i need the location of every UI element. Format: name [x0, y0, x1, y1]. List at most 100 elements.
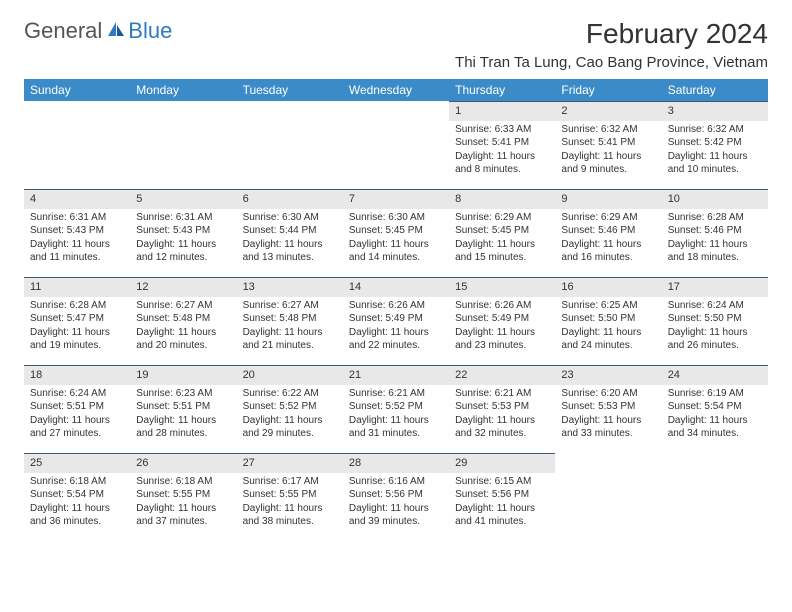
calendar-cell: 12Sunrise: 6:27 AMSunset: 5:48 PMDayligh…	[130, 277, 236, 365]
sunrise-text: Sunrise: 6:31 AM	[30, 211, 124, 225]
sunrise-text: Sunrise: 6:18 AM	[136, 475, 230, 489]
calendar-cell: 25Sunrise: 6:18 AMSunset: 5:54 PMDayligh…	[24, 453, 130, 541]
day-number: 22	[449, 365, 555, 385]
weekday-header: Wednesday	[343, 79, 449, 101]
day-content: Sunrise: 6:20 AMSunset: 5:53 PMDaylight:…	[555, 385, 661, 445]
daylight-text: Daylight: 11 hours and 11 minutes.	[30, 238, 124, 265]
sail-icon	[106, 20, 126, 43]
calendar-cell: 13Sunrise: 6:27 AMSunset: 5:48 PMDayligh…	[237, 277, 343, 365]
daylight-text: Daylight: 11 hours and 26 minutes.	[668, 326, 762, 353]
sunrise-text: Sunrise: 6:32 AM	[561, 123, 655, 137]
daylight-text: Daylight: 11 hours and 22 minutes.	[349, 326, 443, 353]
daylight-text: Daylight: 11 hours and 16 minutes.	[561, 238, 655, 265]
calendar-table: SundayMondayTuesdayWednesdayThursdayFrid…	[24, 79, 768, 541]
day-content: Sunrise: 6:25 AMSunset: 5:50 PMDaylight:…	[555, 297, 661, 357]
day-content: Sunrise: 6:31 AMSunset: 5:43 PMDaylight:…	[24, 209, 130, 269]
day-number: 21	[343, 365, 449, 385]
day-content: Sunrise: 6:32 AMSunset: 5:41 PMDaylight:…	[555, 121, 661, 181]
calendar-cell: 29Sunrise: 6:15 AMSunset: 5:56 PMDayligh…	[449, 453, 555, 541]
day-content: Sunrise: 6:22 AMSunset: 5:52 PMDaylight:…	[237, 385, 343, 445]
day-number: 26	[130, 453, 236, 473]
daylight-text: Daylight: 11 hours and 41 minutes.	[455, 502, 549, 529]
sunset-text: Sunset: 5:41 PM	[561, 136, 655, 150]
sunset-text: Sunset: 5:53 PM	[561, 400, 655, 414]
sunset-text: Sunset: 5:52 PM	[243, 400, 337, 414]
calendar-cell: 14Sunrise: 6:26 AMSunset: 5:49 PMDayligh…	[343, 277, 449, 365]
sunrise-text: Sunrise: 6:27 AM	[136, 299, 230, 313]
day-content: Sunrise: 6:17 AMSunset: 5:55 PMDaylight:…	[237, 473, 343, 533]
location-text: Thi Tran Ta Lung, Cao Bang Province, Vie…	[455, 54, 768, 71]
sunrise-text: Sunrise: 6:30 AM	[243, 211, 337, 225]
daylight-text: Daylight: 11 hours and 29 minutes.	[243, 414, 337, 441]
daylight-text: Daylight: 11 hours and 8 minutes.	[455, 150, 549, 177]
sunset-text: Sunset: 5:50 PM	[561, 312, 655, 326]
logo: General Blue	[24, 18, 172, 44]
calendar-cell	[555, 453, 661, 541]
day-content: Sunrise: 6:23 AMSunset: 5:51 PMDaylight:…	[130, 385, 236, 445]
sunrise-text: Sunrise: 6:16 AM	[349, 475, 443, 489]
calendar-row: 18Sunrise: 6:24 AMSunset: 5:51 PMDayligh…	[24, 365, 768, 453]
sunrise-text: Sunrise: 6:26 AM	[455, 299, 549, 313]
daylight-text: Daylight: 11 hours and 20 minutes.	[136, 326, 230, 353]
sunrise-text: Sunrise: 6:29 AM	[561, 211, 655, 225]
day-number: 15	[449, 277, 555, 297]
sunrise-text: Sunrise: 6:21 AM	[455, 387, 549, 401]
calendar-cell: 5Sunrise: 6:31 AMSunset: 5:43 PMDaylight…	[130, 189, 236, 277]
sunset-text: Sunset: 5:53 PM	[455, 400, 549, 414]
day-number: 3	[662, 101, 768, 121]
daylight-text: Daylight: 11 hours and 39 minutes.	[349, 502, 443, 529]
day-content: Sunrise: 6:24 AMSunset: 5:51 PMDaylight:…	[24, 385, 130, 445]
sunset-text: Sunset: 5:54 PM	[30, 488, 124, 502]
daylight-text: Daylight: 11 hours and 33 minutes.	[561, 414, 655, 441]
day-number: 13	[237, 277, 343, 297]
calendar-body: 1Sunrise: 6:33 AMSunset: 5:41 PMDaylight…	[24, 101, 768, 541]
calendar-cell	[662, 453, 768, 541]
day-content: Sunrise: 6:32 AMSunset: 5:42 PMDaylight:…	[662, 121, 768, 181]
calendar-cell: 9Sunrise: 6:29 AMSunset: 5:46 PMDaylight…	[555, 189, 661, 277]
calendar-cell: 28Sunrise: 6:16 AMSunset: 5:56 PMDayligh…	[343, 453, 449, 541]
calendar-row: 1Sunrise: 6:33 AMSunset: 5:41 PMDaylight…	[24, 101, 768, 189]
calendar-cell: 6Sunrise: 6:30 AMSunset: 5:44 PMDaylight…	[237, 189, 343, 277]
day-number: 29	[449, 453, 555, 473]
day-number: 19	[130, 365, 236, 385]
weekday-header: Friday	[555, 79, 661, 101]
calendar-cell	[237, 101, 343, 189]
sunrise-text: Sunrise: 6:28 AM	[668, 211, 762, 225]
day-number: 12	[130, 277, 236, 297]
day-number: 10	[662, 189, 768, 209]
day-number: 14	[343, 277, 449, 297]
calendar-row: 25Sunrise: 6:18 AMSunset: 5:54 PMDayligh…	[24, 453, 768, 541]
daylight-text: Daylight: 11 hours and 18 minutes.	[668, 238, 762, 265]
weekday-header-row: SundayMondayTuesdayWednesdayThursdayFrid…	[24, 79, 768, 101]
day-number: 16	[555, 277, 661, 297]
day-content: Sunrise: 6:15 AMSunset: 5:56 PMDaylight:…	[449, 473, 555, 533]
calendar-cell: 11Sunrise: 6:28 AMSunset: 5:47 PMDayligh…	[24, 277, 130, 365]
day-number: 1	[449, 101, 555, 121]
calendar-cell: 20Sunrise: 6:22 AMSunset: 5:52 PMDayligh…	[237, 365, 343, 453]
sunset-text: Sunset: 5:45 PM	[455, 224, 549, 238]
daylight-text: Daylight: 11 hours and 32 minutes.	[455, 414, 549, 441]
weekday-header: Saturday	[662, 79, 768, 101]
day-number: 2	[555, 101, 661, 121]
calendar-cell: 27Sunrise: 6:17 AMSunset: 5:55 PMDayligh…	[237, 453, 343, 541]
sunrise-text: Sunrise: 6:33 AM	[455, 123, 549, 137]
sunset-text: Sunset: 5:43 PM	[30, 224, 124, 238]
day-number: 27	[237, 453, 343, 473]
calendar-cell: 22 Sunrise: 6:21 AMSunset: 5:53 PMDayligh…	[449, 365, 555, 453]
sunset-text: Sunset: 5:45 PM	[349, 224, 443, 238]
day-content: Sunrise: 6:26 AMSunset: 5:49 PMDaylight:…	[343, 297, 449, 357]
sunset-text: Sunset: 5:49 PM	[349, 312, 443, 326]
sunset-text: Sunset: 5:55 PM	[243, 488, 337, 502]
daylight-text: Daylight: 11 hours and 24 minutes.	[561, 326, 655, 353]
daylight-text: Daylight: 11 hours and 38 minutes.	[243, 502, 337, 529]
header: General Blue February 2024 Thi Tran Ta L…	[24, 18, 768, 71]
sunset-text: Sunset: 5:50 PM	[668, 312, 762, 326]
sunrise-text: Sunrise: 6:29 AM	[455, 211, 549, 225]
sunset-text: Sunset: 5:42 PM	[668, 136, 762, 150]
sunrise-text: Sunrise: 6:27 AM	[243, 299, 337, 313]
day-number: 8	[449, 189, 555, 209]
day-content: Sunrise: 6:33 AMSunset: 5:41 PMDaylight:…	[449, 121, 555, 181]
sunrise-text: Sunrise: 6:31 AM	[136, 211, 230, 225]
day-content: Sunrise: 6:18 AMSunset: 5:55 PMDaylight:…	[130, 473, 236, 533]
daylight-text: Daylight: 11 hours and 9 minutes.	[561, 150, 655, 177]
